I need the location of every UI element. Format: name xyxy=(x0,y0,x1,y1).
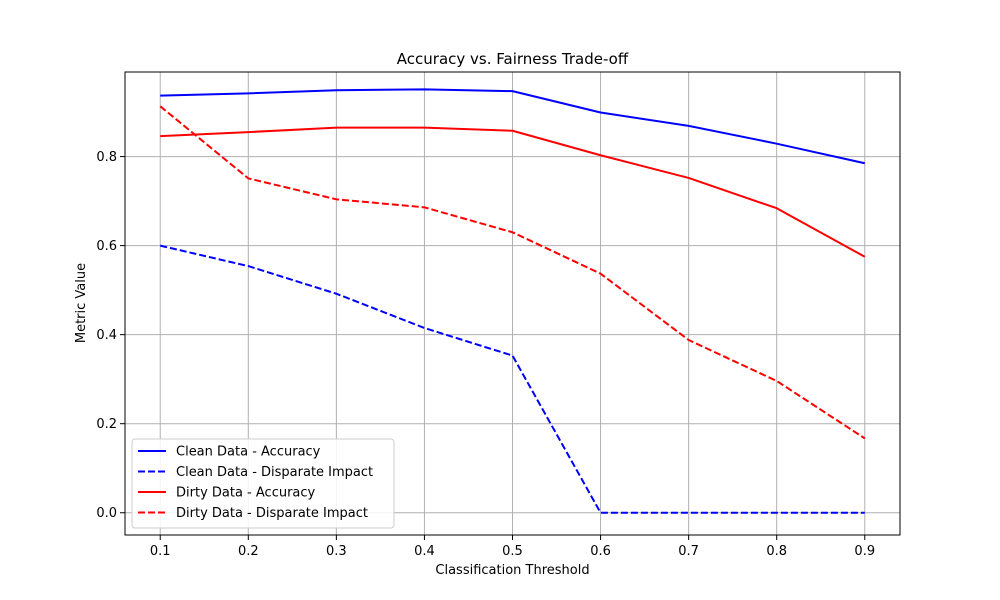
x-axis-ticks: 0.1 0.2 0.3 0.4 0.5 0.6 0.7 0.8 0.9 xyxy=(150,535,875,559)
y-tick-label: 0.2 xyxy=(96,417,117,432)
x-tick-label: 0.6 xyxy=(590,544,611,559)
legend-entry: Clean Data - Disparate Impact xyxy=(176,465,373,480)
y-tick-label: 0.6 xyxy=(96,239,117,254)
x-tick-label: 0.9 xyxy=(854,544,875,559)
x-tick-label: 0.4 xyxy=(414,544,435,559)
series-line-clean-data-disparate-impact xyxy=(160,244,865,514)
series-line-dirty-data-disparate-impact xyxy=(159,105,866,440)
series-line-dirty-data-accuracy xyxy=(160,126,866,258)
x-tick-label: 0.8 xyxy=(766,544,787,559)
chart-title: Accuracy vs. Fairness Trade-off xyxy=(397,50,629,68)
grid xyxy=(125,72,900,535)
legend-entry: Dirty Data - Disparate Impact xyxy=(176,506,368,521)
y-tick-label: 0.8 xyxy=(96,150,117,165)
y-tick-label: 0.0 xyxy=(96,506,117,521)
x-tick-label: 0.7 xyxy=(678,544,699,559)
x-tick-label: 0.3 xyxy=(326,544,347,559)
x-axis-label: Classification Threshold xyxy=(435,563,589,578)
legend: Clean Data - Accuracy Clean Data - Dispar… xyxy=(131,438,395,529)
x-tick-label: 0.1 xyxy=(150,544,171,559)
y-axis-ticks: 0.0 0.2 0.4 0.6 0.8 xyxy=(96,150,125,521)
series-line-clean-data-accuracy xyxy=(160,88,865,165)
legend-box xyxy=(131,438,395,529)
x-tick-label: 0.5 xyxy=(502,544,523,559)
series-lines xyxy=(159,88,866,514)
legend-entry: Dirty Data - Accuracy xyxy=(176,486,316,501)
y-axis-label: Metric Value xyxy=(74,263,89,343)
x-tick-label: 0.2 xyxy=(238,544,259,559)
y-tick-label: 0.4 xyxy=(96,328,117,343)
legend-entry: Clean Data - Accuracy xyxy=(176,445,321,460)
